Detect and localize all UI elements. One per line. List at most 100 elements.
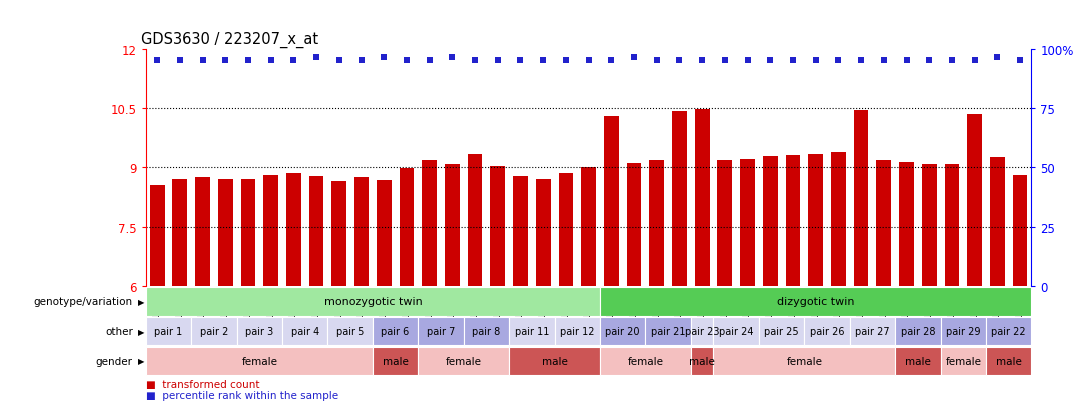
Text: pair 27: pair 27 <box>855 326 890 336</box>
Text: monozygotic twin: monozygotic twin <box>324 297 422 306</box>
Bar <box>649 161 664 287</box>
Point <box>739 57 756 64</box>
Point <box>217 57 234 64</box>
Text: pair 7: pair 7 <box>427 326 455 336</box>
Bar <box>600 287 1031 316</box>
Bar <box>877 161 891 287</box>
Point <box>262 57 280 64</box>
Bar <box>536 180 551 287</box>
Point <box>308 54 325 61</box>
Bar <box>237 317 282 346</box>
Point <box>489 57 507 64</box>
Text: ■  transformed count: ■ transformed count <box>146 379 259 389</box>
Bar <box>759 317 805 346</box>
Text: pair 24: pair 24 <box>719 326 754 336</box>
Text: pair 6: pair 6 <box>381 326 409 336</box>
Bar <box>895 317 941 346</box>
Bar <box>509 347 600 375</box>
Point <box>353 57 370 64</box>
Bar <box>146 347 373 375</box>
Point <box>988 54 1005 61</box>
Text: female: female <box>446 356 482 366</box>
Text: pair 29: pair 29 <box>946 326 981 336</box>
Text: pair 12: pair 12 <box>561 326 594 336</box>
Bar <box>990 158 1004 287</box>
Point <box>603 57 620 64</box>
Text: male: male <box>996 356 1022 366</box>
Point <box>648 57 665 64</box>
Point <box>512 57 529 64</box>
Text: pair 4: pair 4 <box>291 326 319 336</box>
Bar <box>600 317 646 346</box>
Bar <box>945 165 959 287</box>
Bar <box>418 317 463 346</box>
Bar <box>509 317 554 346</box>
Text: pair 11: pair 11 <box>515 326 549 336</box>
Bar <box>1013 175 1027 287</box>
Text: pair 23: pair 23 <box>685 326 719 336</box>
Bar <box>150 186 164 287</box>
Text: female: female <box>786 356 822 366</box>
Bar <box>831 153 846 287</box>
Text: GDS3630 / 223207_x_at: GDS3630 / 223207_x_at <box>141 32 319 48</box>
Point <box>829 57 847 64</box>
Text: male: male <box>905 356 931 366</box>
Text: ▶: ▶ <box>138 356 145 366</box>
Bar <box>581 168 596 287</box>
Bar <box>373 347 418 375</box>
Bar <box>422 161 437 287</box>
Bar <box>173 180 187 287</box>
Point <box>784 57 801 64</box>
Point <box>399 57 416 64</box>
Bar <box>418 347 509 375</box>
Text: pair 1: pair 1 <box>154 326 183 336</box>
Text: pair 21: pair 21 <box>651 326 686 336</box>
Bar <box>373 317 418 346</box>
Text: other: other <box>105 326 133 336</box>
Bar <box>895 347 941 375</box>
Point <box>625 54 643 61</box>
Text: male: male <box>382 356 408 366</box>
Text: female: female <box>945 356 982 366</box>
Bar <box>626 164 642 287</box>
Point <box>285 57 302 64</box>
Bar <box>762 157 778 287</box>
Bar <box>332 182 347 287</box>
Point <box>240 57 257 64</box>
Text: pair 8: pair 8 <box>472 326 500 336</box>
Bar <box>195 178 210 287</box>
Bar <box>691 317 714 346</box>
Bar <box>286 174 300 287</box>
Bar <box>445 164 460 287</box>
Bar <box>850 317 895 346</box>
Point <box>852 57 869 64</box>
Point <box>807 57 824 64</box>
Point <box>149 57 166 64</box>
Point <box>557 57 575 64</box>
Bar <box>922 165 936 287</box>
Bar <box>805 317 850 346</box>
Text: dizygotic twin: dizygotic twin <box>777 297 854 306</box>
Bar <box>327 317 373 346</box>
Text: male: male <box>541 356 567 366</box>
Bar <box>968 114 982 287</box>
Bar <box>463 317 509 346</box>
Text: pair 20: pair 20 <box>606 326 640 336</box>
Bar <box>377 181 392 287</box>
Point <box>330 57 348 64</box>
Text: ■  percentile rank within the sample: ■ percentile rank within the sample <box>146 389 338 400</box>
Bar <box>853 111 868 287</box>
Text: pair 3: pair 3 <box>245 326 273 336</box>
Bar <box>986 347 1031 375</box>
Point <box>966 57 983 64</box>
Text: male: male <box>689 356 715 366</box>
Text: pair 22: pair 22 <box>991 326 1026 336</box>
Point <box>467 57 484 64</box>
Bar <box>282 317 327 346</box>
Point <box>376 54 393 61</box>
Bar <box>986 317 1031 346</box>
Text: pair 28: pair 28 <box>901 326 935 336</box>
Bar <box>468 154 483 287</box>
Point <box>172 57 189 64</box>
Bar <box>490 166 505 287</box>
